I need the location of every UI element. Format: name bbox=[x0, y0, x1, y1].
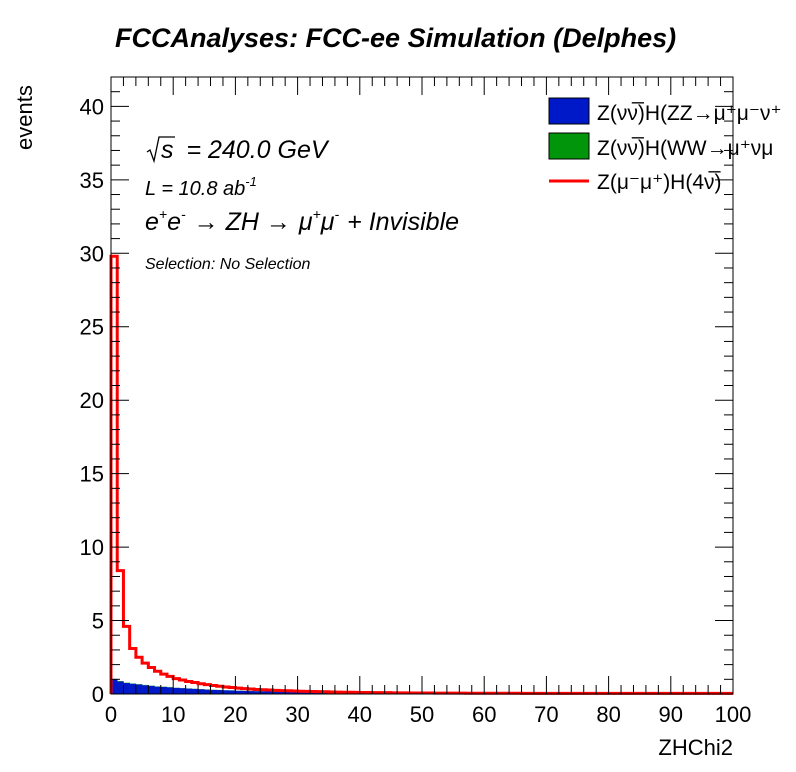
y-tick-label: 30 bbox=[80, 241, 104, 266]
bar-0-bin-6 bbox=[148, 685, 155, 694]
axis-ticks bbox=[110, 76, 734, 695]
bar-0-bin-0 bbox=[111, 679, 118, 694]
svg-text:e+e-→ ZH →μ+μ-+ Invisible: e+e- → ZH → μ+μ- + Invisible bbox=[145, 206, 459, 236]
process-mu-minus: μ bbox=[320, 208, 335, 236]
bar-0-bin-10 bbox=[173, 687, 180, 694]
bar-0-bin-26 bbox=[272, 691, 280, 694]
process-arrow: → ZH → bbox=[194, 208, 291, 236]
x-tick-label: 70 bbox=[534, 702, 558, 727]
sup-plus-2: + bbox=[313, 206, 321, 222]
bar-0-bin-30 bbox=[297, 692, 305, 694]
legend-swatch-ww bbox=[548, 132, 590, 160]
bar-0-bin-4 bbox=[135, 684, 143, 694]
plot-frame bbox=[110, 76, 734, 695]
x-tick-label: 20 bbox=[223, 702, 247, 727]
bar-0-bin-11 bbox=[179, 688, 186, 694]
x-tick-label: 30 bbox=[285, 702, 309, 727]
lumi-label: L = 10.8 ab bbox=[145, 178, 245, 200]
legend-label-ww: Z(νν̅)H(WW→μ⁺νμ bbox=[597, 137, 773, 160]
x-tick-label: 50 bbox=[410, 702, 434, 727]
bar-0-bin-1 bbox=[117, 681, 124, 694]
lumi-exponent: -1 bbox=[245, 174, 257, 189]
y-tick-label: 0 bbox=[92, 682, 104, 707]
x-tick-label: 80 bbox=[596, 702, 620, 727]
sup-minus-1: - bbox=[181, 206, 186, 222]
bar-0-bin-17 bbox=[216, 690, 224, 694]
x-tick-label: 100 bbox=[715, 702, 752, 727]
sup-plus-1: + bbox=[159, 206, 167, 222]
bar-0-bin-32 bbox=[310, 692, 317, 694]
y-tick-label: 5 bbox=[92, 609, 104, 634]
sup-minus-2: - bbox=[334, 206, 339, 222]
process-e-minus: e bbox=[167, 208, 181, 236]
svg-text:s = 240.0 GeV: s = 240.0 GeV bbox=[161, 136, 330, 164]
annotation-block: s = 240.0 GeV L = 10.8 ab-1 e+e- → ZH → μ+… bbox=[145, 136, 459, 273]
bar-0-bin-5 bbox=[142, 685, 149, 694]
bar-0-bin-31 bbox=[303, 692, 311, 694]
chart-title: FCCAnalyses: FCC-ee Simulation (Delphes) bbox=[115, 23, 676, 53]
y-tick-label: 40 bbox=[80, 94, 104, 119]
bar-0-bin-12 bbox=[185, 688, 193, 694]
process-e-plus: e bbox=[145, 208, 159, 236]
bar-0-bin-9 bbox=[166, 687, 174, 694]
bar-0-bin-2 bbox=[123, 682, 130, 694]
x-tick-label: 90 bbox=[659, 702, 683, 727]
bar-0-bin-18 bbox=[222, 690, 230, 694]
x-tick-label: 60 bbox=[472, 702, 496, 727]
bar-0-bin-21 bbox=[241, 690, 249, 694]
y-axis-label: events bbox=[12, 85, 37, 150]
process-mu-plus: μ bbox=[298, 208, 313, 236]
x-tick-label: 0 bbox=[105, 702, 117, 727]
bar-0-bin-25 bbox=[266, 691, 274, 694]
bar-0-bin-23 bbox=[254, 691, 261, 694]
bar-0-bin-28 bbox=[285, 691, 292, 694]
bar-0-bin-8 bbox=[160, 686, 168, 694]
y-tick-label: 25 bbox=[80, 315, 104, 340]
bar-0-bin-15 bbox=[204, 689, 211, 694]
x-tick-label: 40 bbox=[348, 702, 372, 727]
y-tick-label: 15 bbox=[80, 462, 104, 487]
x-axis-label: ZHChi2 bbox=[658, 735, 733, 760]
bar-0-bin-29 bbox=[291, 691, 298, 694]
series-line-signal bbox=[109, 254, 733, 695]
y-tick-label: 35 bbox=[80, 168, 104, 193]
legend-swatch-zz bbox=[548, 97, 590, 125]
bar-0-bin-19 bbox=[229, 690, 236, 694]
bar-0-bin-7 bbox=[154, 686, 162, 694]
legend-label-signal: Z(μ⁻μ⁺)H(4ν̅) bbox=[597, 171, 722, 194]
bar-0-bin-27 bbox=[278, 691, 286, 694]
bar-0-bin-13 bbox=[191, 688, 199, 694]
process-tail: + Invisible bbox=[347, 208, 459, 236]
sqrt-s-symbol: s bbox=[161, 136, 174, 164]
bar-0-bin-16 bbox=[210, 689, 218, 694]
y-tick-label: 10 bbox=[80, 535, 104, 560]
energy-label: = 240.0 GeV bbox=[186, 136, 329, 164]
legend-label-zz: Z(νν̅)H(ZZ→μ⁺μ⁻ν⁺ bbox=[597, 102, 782, 125]
bar-0-bin-20 bbox=[235, 690, 242, 694]
sqrt-symbol bbox=[146, 136, 175, 164]
axis-tick-labels: 0 10 20 30 40 50 60 70 80 90 100 0 5 10 15 20 25 30 35 40 bbox=[80, 94, 752, 727]
x-tick-label: 10 bbox=[161, 702, 185, 727]
legend: Z(νν̅)H(ZZ→μ⁺μ⁻ν⁺ Z(νν̅)H(WW→μ⁺νμ Z(μ⁻μ⁺… bbox=[548, 97, 782, 194]
bar-0-bin-14 bbox=[198, 689, 205, 694]
y-tick-label: 20 bbox=[80, 388, 104, 413]
bar-0-bin-3 bbox=[129, 683, 137, 694]
selection-label: Selection: No Selection bbox=[145, 256, 311, 273]
bar-0-bin-22 bbox=[247, 691, 255, 694]
bar-0-bin-24 bbox=[260, 691, 267, 694]
svg-text:L = 10.8 ab-1: L = 10.8 ab-1 bbox=[145, 174, 257, 200]
step-line-layer bbox=[109, 254, 733, 695]
